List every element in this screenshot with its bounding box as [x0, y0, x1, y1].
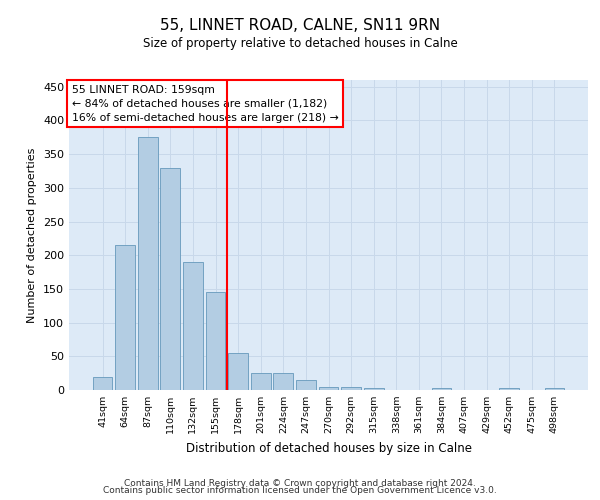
Y-axis label: Number of detached properties: Number of detached properties	[28, 148, 37, 322]
Bar	[183, 262, 203, 390]
Text: 55 LINNET ROAD: 159sqm
← 84% of detached houses are smaller (1,182)
16% of semi-: 55 LINNET ROAD: 159sqm ← 84% of detached…	[71, 84, 338, 122]
Bar	[319, 386, 338, 390]
Bar	[499, 388, 519, 390]
Text: Size of property relative to detached houses in Calne: Size of property relative to detached ho…	[143, 38, 457, 51]
Bar	[431, 388, 451, 390]
Bar	[296, 380, 316, 390]
Text: Contains public sector information licensed under the Open Government Licence v3: Contains public sector information licen…	[103, 486, 497, 495]
Bar	[206, 292, 226, 390]
Bar	[92, 376, 112, 390]
Bar	[274, 373, 293, 390]
Bar	[545, 388, 565, 390]
Bar	[138, 138, 158, 390]
Bar	[364, 388, 383, 390]
Bar	[228, 353, 248, 390]
Bar	[115, 245, 135, 390]
Bar	[251, 373, 271, 390]
Text: 55, LINNET ROAD, CALNE, SN11 9RN: 55, LINNET ROAD, CALNE, SN11 9RN	[160, 18, 440, 32]
Bar	[341, 386, 361, 390]
Text: Contains HM Land Registry data © Crown copyright and database right 2024.: Contains HM Land Registry data © Crown c…	[124, 478, 476, 488]
Bar	[160, 168, 180, 390]
X-axis label: Distribution of detached houses by size in Calne: Distribution of detached houses by size …	[185, 442, 472, 454]
